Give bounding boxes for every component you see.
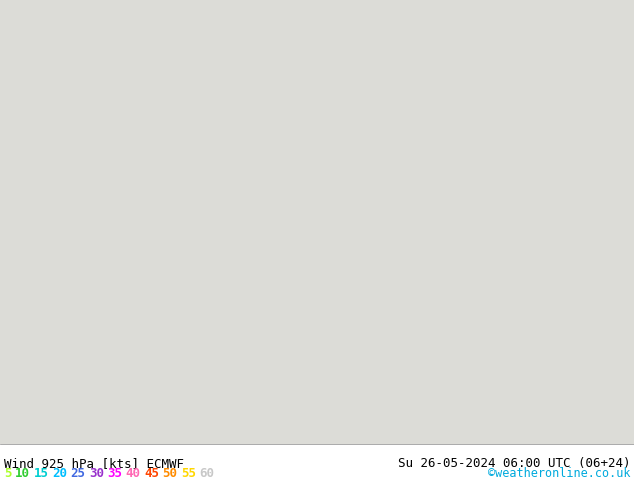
Text: 15: 15 (34, 467, 49, 480)
Text: Su 26-05-2024 06:00 UTC (06+24): Su 26-05-2024 06:00 UTC (06+24) (398, 457, 630, 470)
Text: 60: 60 (199, 467, 214, 480)
Text: Wind 925 hPa [kts] ECMWF: Wind 925 hPa [kts] ECMWF (4, 457, 184, 470)
Text: 35: 35 (107, 467, 122, 480)
Text: 25: 25 (70, 467, 86, 480)
Text: ©weatheronline.co.uk: ©weatheronline.co.uk (488, 467, 630, 480)
Text: 50: 50 (162, 467, 178, 480)
Text: 40: 40 (126, 467, 141, 480)
Text: 20: 20 (52, 467, 67, 480)
Text: 30: 30 (89, 467, 104, 480)
Text: 5: 5 (4, 467, 11, 480)
Text: 55: 55 (181, 467, 196, 480)
Text: 10: 10 (15, 467, 30, 480)
Text: 45: 45 (144, 467, 159, 480)
